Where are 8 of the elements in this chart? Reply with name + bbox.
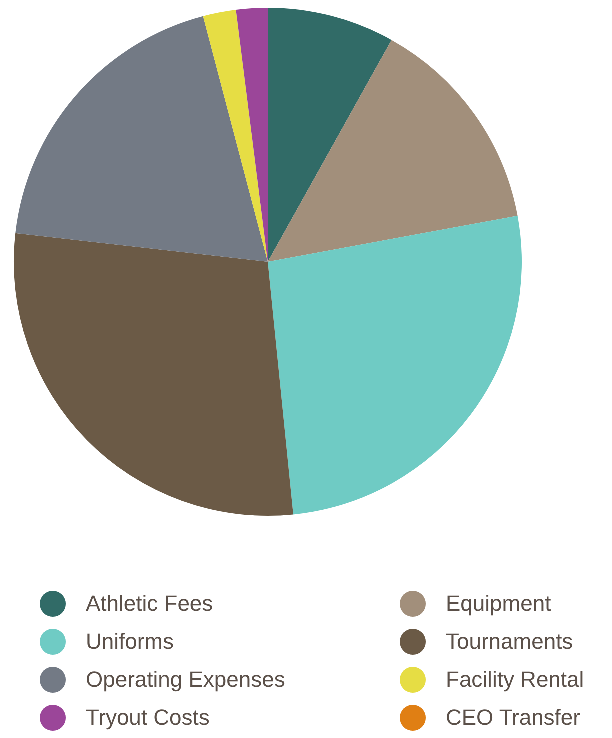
legend-label: Athletic Fees — [86, 591, 214, 617]
legend-label: Facility Rental — [446, 667, 584, 693]
legend-label: Equipment — [446, 591, 552, 617]
legend-label: Tryout Costs — [86, 705, 210, 731]
legend-label: Operating Expenses — [86, 667, 286, 693]
legend-label: CEO Transfer — [446, 705, 580, 731]
legend-label: Uniforms — [86, 629, 174, 655]
legend-label: Tournaments — [446, 629, 574, 655]
